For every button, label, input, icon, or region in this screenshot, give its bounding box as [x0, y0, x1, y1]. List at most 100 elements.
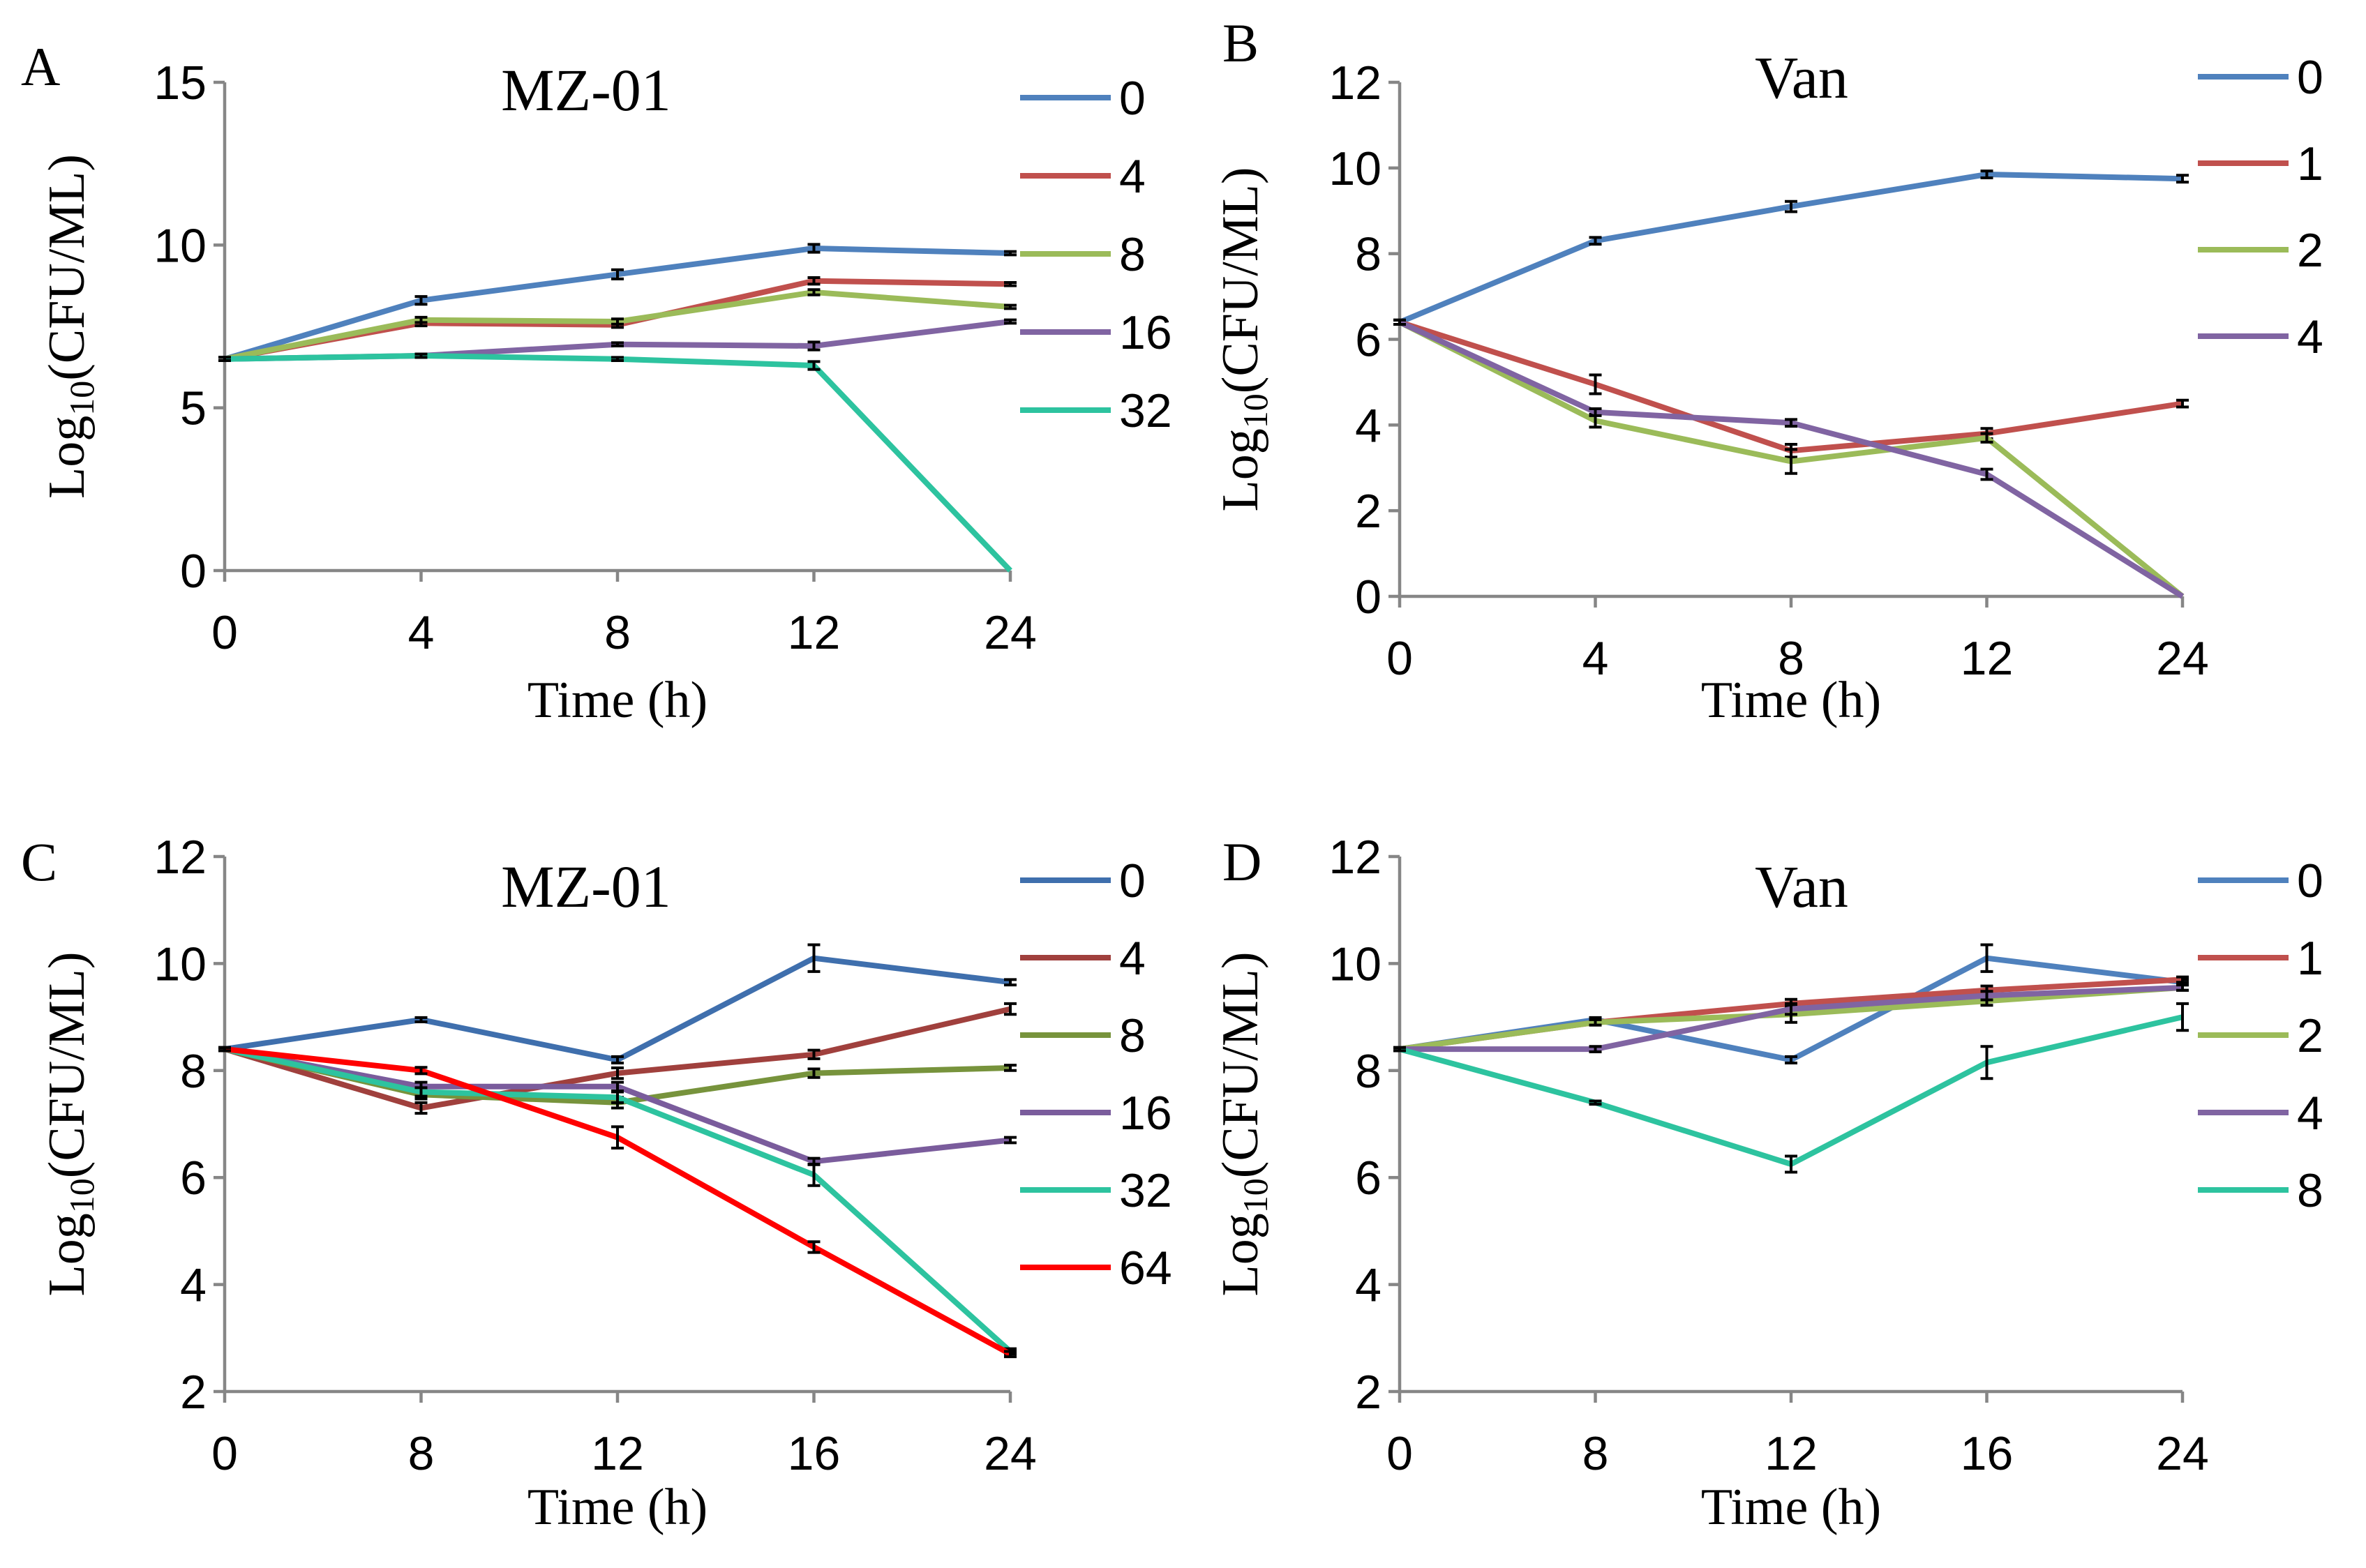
x-tick-label: 0 [211, 1427, 238, 1480]
chart-title: MZ-01 [501, 853, 671, 920]
y-axis-title-rest: (CFU/ML) [1212, 167, 1269, 393]
y-axis-title-sub: 10 [62, 1178, 101, 1213]
y-axis-title-rest: (CFU/ML) [1212, 951, 1269, 1178]
legend-label: 0 [1119, 72, 1146, 125]
y-tick-label: 10 [154, 937, 207, 990]
x-tick-label: 8 [1582, 1427, 1609, 1480]
x-axis-title: Time (h) [527, 672, 707, 729]
y-axis-title-sub: 10 [62, 381, 101, 416]
x-axis-title: Time (h) [527, 1479, 707, 1536]
y-tick-label: 8 [1355, 1045, 1382, 1098]
y-tick-label: 12 [154, 831, 207, 884]
panel-letter: A [21, 36, 60, 97]
x-tick-label: 8 [1778, 632, 1804, 685]
y-tick-label: 15 [154, 56, 207, 110]
legend-label: 16 [1119, 1087, 1172, 1140]
legend-label: 0 [2297, 854, 2323, 907]
x-tick-label: 0 [211, 606, 238, 659]
y-tick-label: 4 [180, 1259, 207, 1312]
y-tick-label: 4 [1355, 399, 1382, 452]
y-axis-title: Log10(CFU/ML) [38, 154, 101, 499]
legend-label: 8 [2297, 1164, 2323, 1217]
x-axis-title: Time (h) [1701, 672, 1881, 729]
x-tick-label: 8 [408, 1427, 435, 1480]
series-line-1 [1398, 319, 2183, 454]
legend-label: 2 [2297, 1009, 2323, 1062]
x-tick-label: 12 [788, 606, 841, 659]
legend-label: 64 [1119, 1242, 1172, 1295]
panel-letter: C [21, 831, 57, 892]
series-line-8 [1398, 1014, 2183, 1167]
legend-label: 2 [2297, 224, 2323, 277]
series-line-0 [1398, 172, 2183, 325]
x-tick-label: 12 [591, 1427, 644, 1480]
y-tick-label: 12 [1328, 56, 1382, 110]
y-axis-title: Log10(CFU/ML) [1212, 167, 1275, 511]
x-tick-label: 16 [1961, 1427, 2014, 1480]
y-tick-label: 10 [154, 219, 207, 272]
x-axis-title: Time (h) [1701, 1479, 1881, 1536]
y-axis-title: Log10(CFU/ML) [1212, 951, 1275, 1296]
y-tick-label: 10 [1328, 142, 1382, 195]
series-line-32 [224, 353, 1012, 573]
legend-label: 4 [1119, 150, 1146, 203]
y-axis-title-sub: 10 [1236, 393, 1275, 428]
y-axis-title-sub: 10 [1236, 1178, 1275, 1213]
legend-label: 4 [2297, 1087, 2323, 1140]
y-axis-title-rest: (CFU/ML) [38, 154, 96, 381]
y-tick-label: 10 [1328, 937, 1382, 990]
x-tick-label: 16 [788, 1427, 841, 1480]
y-tick-label: 0 [180, 545, 207, 598]
x-tick-label: 0 [1386, 1427, 1413, 1480]
y-tick-label: 2 [1355, 485, 1382, 538]
panel-letter: D [1222, 831, 1261, 892]
y-axis-title-base: Log [38, 1213, 96, 1296]
y-axis-title-base: Log [38, 416, 96, 499]
y-tick-label: 5 [180, 382, 207, 435]
y-tick-label: 2 [180, 1366, 207, 1419]
legend-label: 1 [2297, 932, 2323, 985]
y-tick-label: 4 [1355, 1259, 1382, 1312]
x-tick-label: 8 [604, 606, 631, 659]
x-tick-label: 24 [2156, 1427, 2209, 1480]
x-tick-label: 0 [1386, 632, 1413, 685]
y-tick-label: 6 [1355, 314, 1382, 367]
x-tick-label: 24 [2156, 632, 2209, 685]
legend-label: 0 [1119, 854, 1146, 907]
x-tick-label: 12 [1961, 632, 2014, 685]
x-tick-label: 4 [408, 606, 435, 659]
legend-label: 4 [1119, 932, 1146, 985]
legend-label: 8 [1119, 1009, 1146, 1062]
chart-title: MZ-01 [501, 56, 671, 123]
x-tick-label: 24 [984, 1427, 1037, 1480]
x-tick-label: 12 [1765, 1427, 1818, 1480]
y-tick-label: 6 [1355, 1152, 1382, 1205]
chart-title: Van [1755, 853, 1848, 920]
y-tick-label: 8 [1355, 228, 1382, 281]
x-tick-label: 4 [1582, 632, 1609, 685]
panel-letter: B [1222, 13, 1259, 73]
y-axis-title-base: Log [1212, 1213, 1269, 1296]
y-axis-title-base: Log [1212, 428, 1269, 511]
y-tick-label: 12 [1328, 831, 1382, 884]
y-tick-label: 8 [180, 1045, 207, 1098]
chart-title: Van [1755, 44, 1848, 111]
y-tick-label: 6 [180, 1152, 207, 1205]
legend-label: 32 [1119, 384, 1172, 437]
legend-label: 1 [2297, 137, 2323, 190]
legend-label: 32 [1119, 1164, 1172, 1217]
y-axis-title-rest: (CFU/ML) [38, 951, 96, 1178]
y-tick-label: 2 [1355, 1366, 1382, 1419]
series-line-0 [224, 955, 1011, 1063]
legend-label: 16 [1119, 306, 1172, 359]
legend-label: 0 [2297, 51, 2323, 104]
y-tick-label: 0 [1355, 571, 1382, 624]
x-tick-label: 24 [984, 606, 1037, 659]
y-axis-title: Log10(CFU/ML) [38, 951, 101, 1296]
legend-label: 8 [1119, 228, 1146, 281]
